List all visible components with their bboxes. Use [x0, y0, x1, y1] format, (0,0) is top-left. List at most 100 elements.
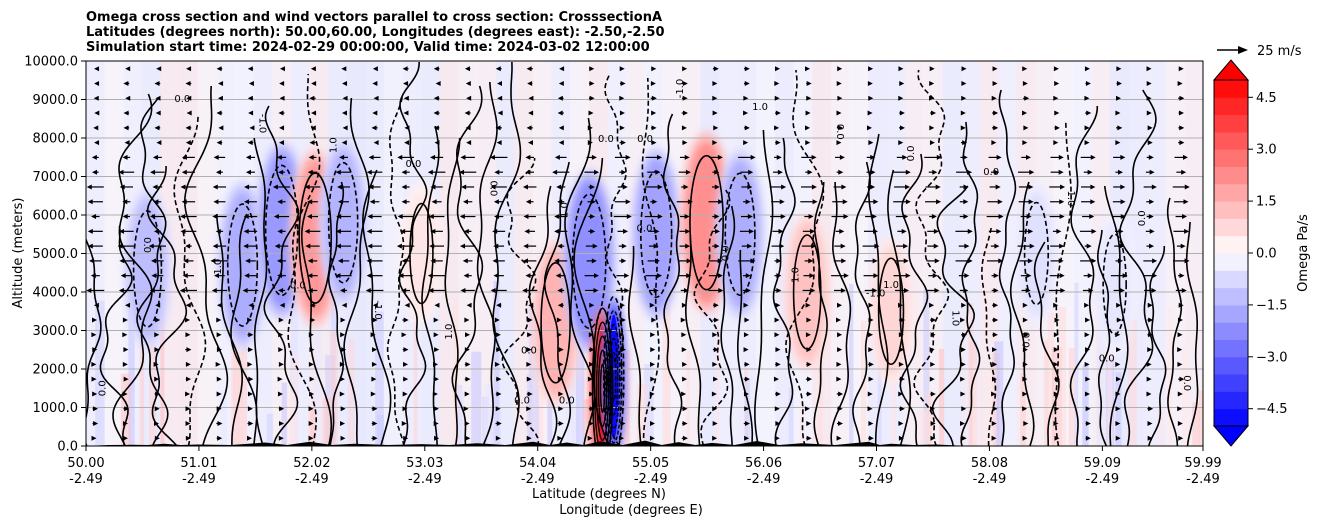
wind-vector-head: [244, 184, 250, 190]
wind-vector: [279, 302, 285, 308]
wind-vector: [245, 258, 256, 264]
wind-vector-head: [125, 302, 131, 308]
wind-vector: [495, 347, 502, 353]
wind-vector: [555, 273, 566, 279]
wind-vector-head: [653, 243, 659, 249]
wind-vector-head: [1120, 214, 1126, 220]
x-tick-label-lon: -2.49: [747, 472, 781, 487]
x-axis-ticks: 50.00-2.4951.01-2.4952.02-2.4953.03-2.49…: [67, 446, 1222, 487]
wind-vector: [528, 110, 534, 116]
wind-vector-head: [92, 169, 98, 175]
wind-vector-head: [587, 125, 593, 131]
wind-vector-head: [905, 199, 911, 205]
wind-vector: [304, 184, 321, 190]
wind-vector: [492, 258, 505, 264]
wind-vector-head: [1178, 110, 1184, 116]
wind-vector-head: [495, 332, 501, 338]
x-tick-label-lat: 50.00: [67, 456, 104, 471]
wind-vector: [210, 258, 229, 264]
wind-vector: [430, 258, 443, 264]
wind-vector: [120, 273, 132, 279]
wind-vector-head: [836, 80, 842, 86]
wind-vector: [558, 406, 564, 412]
wind-vector: [992, 406, 998, 412]
wind-vector: [94, 140, 100, 146]
wind-vector-head: [589, 391, 595, 397]
wind-vector: [279, 80, 285, 86]
wind-vector-head: [776, 287, 782, 293]
wind-vector-head: [525, 154, 531, 160]
wind-vector-head: [92, 391, 98, 397]
wind-vector-head: [341, 110, 347, 116]
wind-vector-head: [558, 361, 564, 367]
contour-line: [852, 161, 872, 446]
wind-vector: [152, 184, 163, 190]
wind-vector-head: [898, 435, 904, 441]
grid-layer: [86, 99, 1203, 408]
wind-vector: [1115, 406, 1121, 412]
wind-vector: [181, 154, 195, 160]
contour-label: 0.0: [174, 94, 190, 105]
wind-vector: [681, 332, 687, 338]
wind-vector-head: [154, 80, 160, 86]
wind-vector-head: [961, 302, 967, 308]
wind-vector-head: [836, 361, 842, 367]
wind-vector: [150, 214, 165, 220]
wind-vector-head: [372, 302, 378, 308]
wind-vector-head: [153, 228, 159, 234]
wind-vector-head: [651, 95, 657, 101]
wind-vector-head: [154, 376, 160, 382]
wind-vector: [898, 421, 904, 427]
wind-vector-head: [152, 184, 158, 190]
wind-vector: [991, 140, 997, 146]
wind-vector-head: [650, 80, 656, 86]
wind-vector: [465, 80, 471, 86]
contour-closed-inner: [595, 335, 610, 441]
wind-vector: [309, 140, 316, 146]
wind-vector: [1147, 140, 1153, 146]
wind-vector: [1177, 80, 1183, 86]
wind-vector-head: [338, 199, 344, 205]
wind-vector: [497, 110, 503, 116]
wind-vector-head: [899, 80, 905, 86]
wind-vector: [986, 258, 1004, 264]
wind-vector-head: [433, 406, 439, 412]
wind-vector-head: [248, 80, 254, 86]
wind-vector: [1115, 140, 1121, 146]
wind-vector-head: [625, 154, 631, 160]
wind-vector-head: [1022, 361, 1028, 367]
wind-vector: [247, 391, 253, 397]
wind-vector: [557, 110, 564, 116]
wind-vector-head: [403, 110, 409, 116]
wind-vector-head: [836, 110, 842, 116]
wind-vector: [117, 243, 136, 249]
wind-vector: [400, 228, 412, 234]
wind-vector: [1022, 406, 1028, 412]
wind-vector: [712, 421, 718, 427]
wind-vector: [215, 169, 223, 175]
wind-vector-head: [526, 66, 532, 72]
wind-vector-head: [216, 376, 222, 382]
wind-vector: [1146, 110, 1152, 116]
wind-vector-head: [434, 140, 440, 146]
wind-vector-head: [465, 376, 471, 382]
wind-vector-head: [868, 95, 874, 101]
wind-vector-head: [747, 243, 753, 249]
wind-vector-head: [682, 406, 688, 412]
wind-vector: [898, 361, 904, 367]
contour-line: [887, 169, 912, 446]
wind-vector: [774, 435, 780, 441]
contour-line: [362, 169, 392, 446]
x-tick-label-lat: 54.04: [519, 456, 556, 471]
wind-vector-head: [401, 258, 407, 264]
wind-vector: [185, 376, 191, 382]
wind-vector-head: [867, 391, 873, 397]
wind-vector-head: [401, 421, 407, 427]
wind-vector-head: [87, 228, 93, 234]
wind-vector-head: [339, 154, 345, 160]
wind-vector-head: [1023, 332, 1029, 338]
wind-vector: [526, 361, 532, 367]
wind-vector: [528, 95, 534, 101]
wind-vector: [185, 391, 191, 397]
wind-vector-head: [868, 361, 874, 367]
